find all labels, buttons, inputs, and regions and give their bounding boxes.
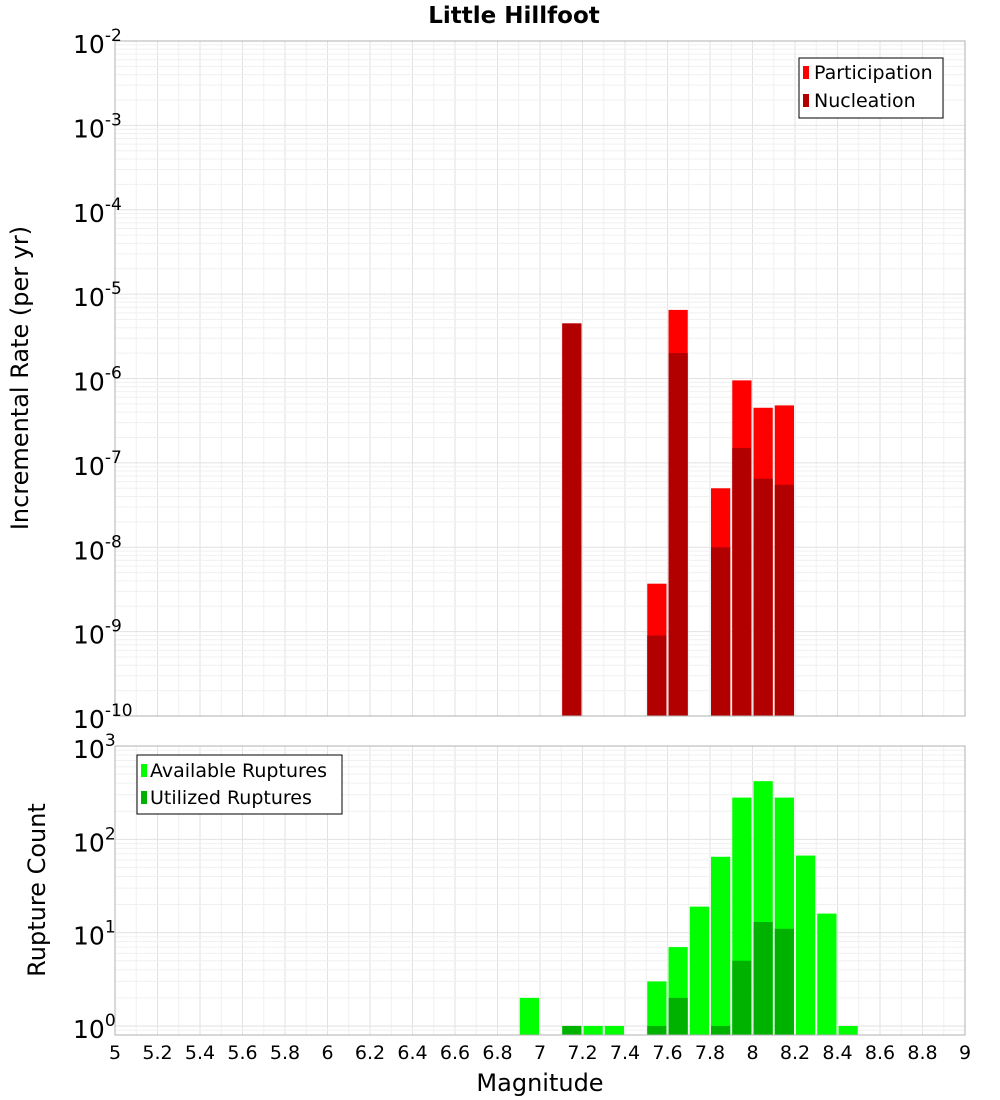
x-tick-labels: 5 5.2 5.4 5.6 5.8 6 6.2 6.4 6.6 6.8 7 7.2 7.4 7.6 7.8 8… bbox=[109, 1042, 971, 1064]
x-tick-label: 8.4 bbox=[822, 1042, 852, 1064]
x-axis-label: Magnitude bbox=[476, 1069, 603, 1097]
x-tick-label: 6.8 bbox=[482, 1042, 512, 1064]
top-y-axis-label: Incremental Rate (per yr) bbox=[6, 226, 34, 530]
x-tick-label: 6.6 bbox=[440, 1042, 470, 1064]
bar-available-ruptures bbox=[647, 981, 667, 1035]
x-tick-label: 7.2 bbox=[567, 1042, 597, 1064]
bar-utilized-ruptures bbox=[668, 997, 688, 1035]
x-tick-label: 8.2 bbox=[780, 1042, 810, 1064]
participation-swatch bbox=[803, 66, 809, 79]
bar-available-ruptures bbox=[817, 913, 837, 1035]
available-legend-label: Available Ruptures bbox=[150, 760, 327, 782]
bar-available-ruptures bbox=[838, 1025, 858, 1035]
y-tick-label: 10-2 bbox=[73, 26, 122, 59]
x-tick-label: 5 bbox=[109, 1042, 121, 1064]
x-tick-label: 7.8 bbox=[695, 1042, 725, 1064]
y-tick-label: 100 bbox=[73, 1011, 116, 1044]
top-bars bbox=[562, 309, 794, 716]
bar-nucleation bbox=[753, 478, 773, 716]
bar-utilized-ruptures bbox=[562, 1025, 582, 1035]
x-tick-label: 7.6 bbox=[652, 1042, 682, 1064]
bar-nucleation bbox=[711, 547, 731, 716]
available-swatch bbox=[141, 764, 147, 777]
y-tick-label: 101 bbox=[73, 918, 116, 951]
bar-available-ruptures bbox=[604, 1025, 624, 1035]
bottom-y-tick-labels: 100 101 102 103 bbox=[73, 731, 116, 1044]
x-tick-label: 8.6 bbox=[865, 1042, 895, 1064]
y-tick-label: 10-9 bbox=[73, 617, 122, 650]
x-tick-label: 5.6 bbox=[227, 1042, 257, 1064]
bar-nucleation bbox=[668, 353, 688, 716]
nucleation-legend-label: Nucleation bbox=[814, 90, 916, 112]
bar-utilized-ruptures bbox=[647, 1025, 667, 1035]
bar-nucleation bbox=[732, 448, 752, 716]
bottom-panel: 100 101 102 103 5 5.2 5.4 5.6 5.8 6 6.2 6.4 6.6 6.8 7… bbox=[23, 731, 971, 1097]
bar-available-ruptures bbox=[689, 906, 709, 1035]
y-tick-label: 10-3 bbox=[73, 110, 122, 143]
utilized-legend-label: Utilized Ruptures bbox=[150, 787, 312, 809]
top-plot-border bbox=[114, 40, 966, 717]
x-tick-label: 8 bbox=[746, 1042, 758, 1064]
utilized-swatch bbox=[141, 791, 147, 804]
bar-nucleation bbox=[774, 484, 794, 716]
y-tick-label: 10-7 bbox=[73, 448, 122, 481]
top-grid bbox=[114, 41, 966, 717]
bar-nucleation bbox=[647, 635, 667, 716]
y-tick-label: 10-10 bbox=[73, 701, 133, 734]
bar-utilized-ruptures bbox=[774, 928, 794, 1035]
top-legend-box bbox=[798, 57, 944, 119]
top-panel: 10-10 10-9 10-8 10-7 10-6 10-5 10-4 10-3 10-2 In… bbox=[6, 26, 966, 734]
x-tick-label: 9 bbox=[959, 1042, 971, 1064]
bar-utilized-ruptures bbox=[711, 1025, 731, 1035]
x-tick-label: 6.4 bbox=[397, 1042, 427, 1064]
x-tick-label: 5.4 bbox=[185, 1042, 215, 1064]
chart-title: Little Hillfoot bbox=[428, 3, 600, 29]
y-tick-label: 10-8 bbox=[73, 532, 122, 565]
x-tick-label: 7.4 bbox=[610, 1042, 640, 1064]
bar-utilized-ruptures bbox=[753, 922, 773, 1035]
x-tick-label: 8.8 bbox=[907, 1042, 937, 1064]
x-tick-label: 5.2 bbox=[142, 1042, 172, 1064]
bottom-legend-box bbox=[136, 754, 343, 815]
bottom-plot-border bbox=[114, 745, 966, 1036]
bottom-bars bbox=[519, 781, 858, 1035]
x-tick-label: 5.8 bbox=[270, 1042, 300, 1064]
bar-available-ruptures bbox=[796, 855, 816, 1035]
bottom-legend: Available Ruptures Utilized Ruptures bbox=[136, 754, 343, 815]
y-tick-label: 103 bbox=[73, 731, 116, 764]
x-tick-label: 6.2 bbox=[355, 1042, 385, 1064]
y-tick-label: 10-6 bbox=[73, 364, 122, 397]
x-tick-label: 7 bbox=[534, 1042, 546, 1064]
bar-available-ruptures bbox=[711, 856, 731, 1035]
bottom-y-axis-label: Rupture Count bbox=[23, 803, 51, 977]
top-y-tick-labels: 10-10 10-9 10-8 10-7 10-6 10-5 10-4 10-3 10-2 bbox=[73, 26, 133, 734]
bar-available-ruptures bbox=[519, 997, 539, 1035]
top-legend: Participation Nucleation bbox=[798, 57, 944, 119]
bar-available-ruptures bbox=[583, 1025, 603, 1035]
y-tick-label: 102 bbox=[73, 824, 116, 857]
bar-nucleation bbox=[562, 323, 582, 716]
x-tick-label: 6 bbox=[321, 1042, 333, 1064]
bar-utilized-ruptures bbox=[732, 960, 752, 1035]
nucleation-swatch bbox=[803, 94, 809, 107]
y-tick-label: 10-5 bbox=[73, 279, 122, 312]
participation-legend-label: Participation bbox=[814, 62, 933, 84]
y-tick-label: 10-4 bbox=[73, 195, 122, 228]
